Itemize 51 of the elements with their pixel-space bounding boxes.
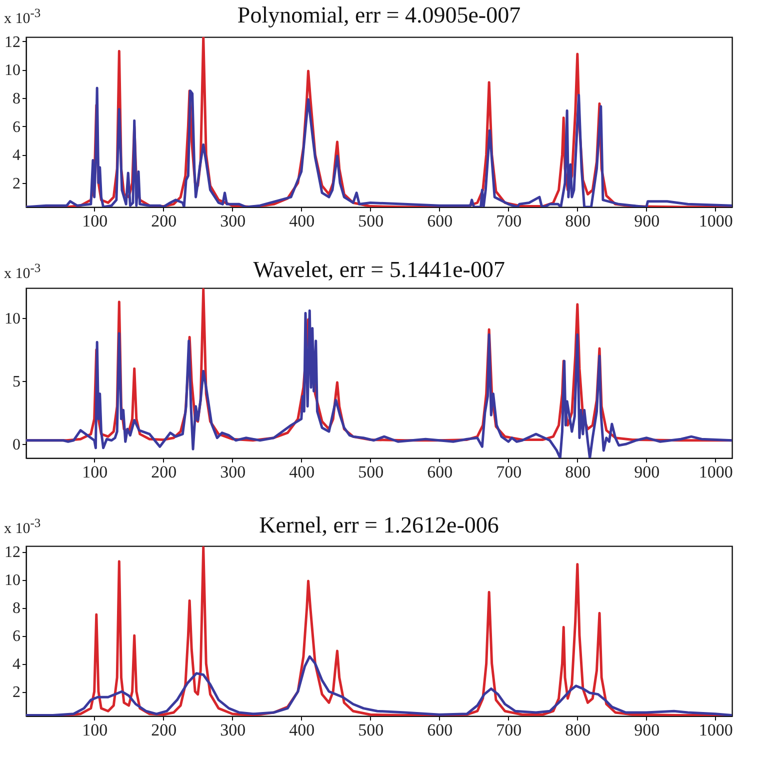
y-tick-label: 0 bbox=[12, 436, 20, 454]
x-tick-label: 400 bbox=[289, 462, 315, 482]
y-tick-label: 2 bbox=[12, 175, 20, 192]
x-tick-label: 800 bbox=[565, 720, 591, 740]
x-tick-label: 600 bbox=[427, 720, 453, 740]
x-tick-label: 300 bbox=[220, 462, 246, 482]
text: x 10$^{-3}$ bbox=[4, 6, 41, 28]
x-tick-label: 500 bbox=[358, 720, 384, 740]
x-tick-label: 600 bbox=[427, 212, 453, 230]
y-tick-label: 12 bbox=[4, 34, 20, 51]
x-tick-label: 900 bbox=[634, 720, 660, 740]
x-tick-label: 700 bbox=[496, 212, 522, 230]
x-tick-label: 200 bbox=[151, 212, 177, 230]
y-tick-label: 5 bbox=[12, 374, 20, 391]
y-tick-label: 10 bbox=[4, 310, 20, 328]
text: x 10$^{-3}$ bbox=[4, 261, 41, 283]
y-tick-label: 4 bbox=[12, 147, 20, 164]
x-tick-label: 900 bbox=[634, 462, 660, 482]
x-tick-label: 800 bbox=[565, 212, 591, 230]
x-tick-label: 500 bbox=[358, 462, 384, 482]
x-tick-label: 200 bbox=[151, 720, 177, 740]
y-tick-label: 8 bbox=[12, 90, 20, 108]
x-tick-label: 100 bbox=[82, 720, 108, 740]
x-tick-label: 300 bbox=[220, 720, 246, 740]
chart-title: Polynomial, err = 4.0905e-007 bbox=[237, 2, 521, 28]
y-tick-label: 12 bbox=[4, 544, 20, 562]
x-tick-label: 600 bbox=[427, 462, 453, 482]
x-tick-label: 400 bbox=[289, 212, 315, 230]
y-tick-label: 10 bbox=[4, 572, 20, 590]
text: x 10$^{-3}$ bbox=[4, 516, 41, 538]
chart-title: Kernel, err = 1.2612e-006 bbox=[259, 512, 499, 538]
x-tick-label: 1000 bbox=[698, 462, 733, 482]
y-tick-label: 6 bbox=[12, 628, 20, 646]
x-tick-label: 700 bbox=[496, 462, 522, 482]
x-tick-label: 100 bbox=[82, 212, 108, 230]
x-tick-label: 800 bbox=[565, 462, 591, 482]
x-tick-label: 100 bbox=[82, 462, 108, 482]
x-tick-label: 700 bbox=[496, 720, 522, 740]
x-tick-label: 200 bbox=[151, 462, 177, 482]
y-tick-label: 10 bbox=[4, 62, 20, 80]
chart-title: Wavelet, err = 5.1441e-007 bbox=[253, 257, 505, 282]
x-tick-label: 400 bbox=[289, 720, 315, 740]
y-tick-label: 6 bbox=[12, 118, 20, 136]
y-tick-label: 8 bbox=[12, 600, 20, 618]
y-tick-label: 4 bbox=[12, 656, 20, 674]
x-tick-label: 300 bbox=[220, 212, 246, 230]
x-tick-label: 500 bbox=[358, 212, 384, 230]
x-tick-label: 1000 bbox=[698, 720, 733, 740]
y-tick-label: 2 bbox=[12, 684, 20, 702]
x-tick-label: 900 bbox=[634, 212, 660, 230]
x-tick-label: 1000 bbox=[698, 212, 733, 230]
